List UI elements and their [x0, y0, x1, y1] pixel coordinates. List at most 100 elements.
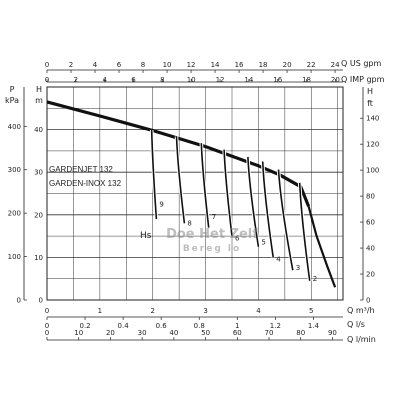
- tick-label-imp-gpm: 10: [187, 76, 196, 84]
- tick-label-m: 40: [34, 126, 43, 134]
- tick-label-kpa: 300: [8, 166, 21, 174]
- tick-label-us-gpm: 2: [69, 61, 73, 69]
- tick-label-ls: 0.4: [118, 322, 130, 330]
- tick-label-us-gpm: 0: [45, 61, 49, 69]
- tick-label-lmin: 70: [265, 329, 274, 337]
- tail-curve: [307, 206, 337, 288]
- suction-label-6: 6: [235, 234, 240, 242]
- suction-curve-7: [200, 143, 210, 228]
- tick-label-lmin: 0: [45, 329, 49, 337]
- tick-label-m3h: 4: [256, 307, 261, 315]
- tick-label-imp-gpm: 2: [74, 76, 78, 84]
- tick-label-ls: 0: [45, 322, 49, 330]
- tick-label-us-gpm: 10: [163, 61, 172, 69]
- tick-label-m3h: 2: [150, 307, 154, 315]
- suction-curve-6: [223, 149, 233, 237]
- tick-label-ft: 120: [366, 141, 379, 149]
- axis-unit-lmin: Q l/min: [347, 335, 376, 344]
- tick-label-us-gpm: 16: [235, 61, 244, 69]
- axis-unit-us-gpm: Q US gpm: [341, 59, 381, 68]
- tick-label-kpa: 100: [8, 253, 21, 261]
- suction-label-2: 2: [313, 275, 317, 283]
- axis-unit-m3h: Q m³/h: [347, 306, 375, 315]
- curves: 9 8 7 6 5 4 3 2: [46, 100, 337, 288]
- tick-label-m: 30: [34, 169, 43, 177]
- tick-label-imp-gpm: 12: [216, 76, 225, 84]
- tick-label-m: 0: [39, 297, 43, 305]
- axis-unit-m: m: [35, 96, 43, 105]
- tick-label-lmin: 80: [296, 329, 305, 337]
- tick-label-us-gpm: 24: [331, 61, 340, 69]
- suction-label-9: 9: [159, 200, 163, 208]
- suction-curve-4: [261, 161, 274, 258]
- tick-label-us-gpm: 6: [117, 61, 122, 69]
- watermark: Doe Het Zelf Bereg lo: [166, 227, 258, 254]
- tick-label-kpa: 0: [17, 297, 21, 305]
- suction-curve-3: [277, 169, 294, 271]
- tick-label-us-gpm: 4: [93, 61, 98, 69]
- tick-label-imp-gpm: 16: [273, 76, 282, 84]
- tick-label-imp-gpm: 4: [102, 76, 107, 84]
- tick-label-ls: 0.2: [79, 322, 90, 330]
- suction-label-4: 4: [276, 256, 281, 264]
- tick-label-imp-gpm: 0: [45, 76, 49, 84]
- model-name-1: GARDENJET 132: [49, 165, 113, 174]
- suction-label-5: 5: [261, 239, 265, 247]
- tick-label-ft: 0: [366, 297, 370, 305]
- tick-label-imp-gpm: 8: [160, 76, 164, 84]
- suction-label-8: 8: [187, 219, 191, 227]
- tick-label-lmin: 40: [169, 329, 178, 337]
- tick-label-ft: 60: [366, 219, 375, 227]
- tick-label-ls: 0.8: [194, 322, 205, 330]
- tick-label-ls: 0.6: [156, 322, 168, 330]
- tick-label-lmin: 20: [106, 329, 115, 337]
- suction-curve-5: [247, 156, 260, 247]
- tick-label-ft: 80: [366, 193, 375, 201]
- tick-label-m3h: 5: [309, 307, 313, 315]
- axis-unit-ft: ft: [367, 99, 373, 108]
- tick-label-us-gpm: 22: [307, 61, 316, 69]
- tick-label-imp-gpm: 6: [131, 76, 136, 84]
- tick-label-ft: 140: [366, 115, 379, 123]
- tick-label-lmin: 90: [328, 329, 337, 337]
- tick-label-imp-gpm: 20: [331, 76, 340, 84]
- tick-label-ls: 1: [235, 322, 239, 330]
- tick-label-us-gpm: 20: [283, 61, 292, 69]
- tick-label-lmin: 60: [233, 329, 242, 337]
- axis-label-p: P: [10, 85, 15, 94]
- tick-label-imp-gpm: 14: [244, 76, 253, 84]
- hs-annotation: Hs: [140, 231, 152, 241]
- tick-label-imp-gpm: 18: [302, 76, 311, 84]
- plot-border: [46, 86, 344, 301]
- tick-label-us-gpm: 14: [211, 61, 220, 69]
- axis-unit-ls: Q l/s: [347, 320, 365, 329]
- axis-label-h-m: H: [36, 85, 42, 94]
- tick-label-lmin: 50: [201, 329, 210, 337]
- tick-label-m: 10: [34, 254, 43, 262]
- axis-unit-imp-gpm: Q IMP gpm: [341, 75, 385, 84]
- suction-curve-8: [175, 136, 186, 224]
- suction-curve-9: [150, 129, 158, 220]
- suction-label-7: 7: [212, 213, 216, 221]
- axis-unit-kpa: kPa: [5, 96, 19, 105]
- tick-label-kpa: 200: [8, 210, 21, 218]
- tick-label-m3h: 0: [45, 307, 49, 315]
- tick-label-ft: 40: [366, 245, 375, 253]
- watermark-text-1: Doe Het Zelf: [166, 227, 258, 242]
- tick-label-lmin: 30: [138, 329, 147, 337]
- tick-label-us-gpm: 18: [259, 61, 268, 69]
- tick-label-ls: 1.2: [270, 322, 281, 330]
- tick-label-us-gpm: 8: [141, 61, 145, 69]
- main-head-curve: [46, 100, 311, 207]
- plot-frame: [23, 69, 364, 341]
- tick-label-m: 20: [34, 211, 43, 219]
- tick-label-lmin: 10: [74, 329, 83, 337]
- suction-label-3: 3: [296, 264, 300, 272]
- axis-label-h-ft: H: [367, 87, 373, 96]
- watermark-text-2: Bereg lo: [183, 244, 241, 254]
- tick-label-ft: 20: [366, 271, 375, 279]
- tick-label-ft: 100: [366, 167, 379, 175]
- suction-curve-2: [298, 182, 311, 281]
